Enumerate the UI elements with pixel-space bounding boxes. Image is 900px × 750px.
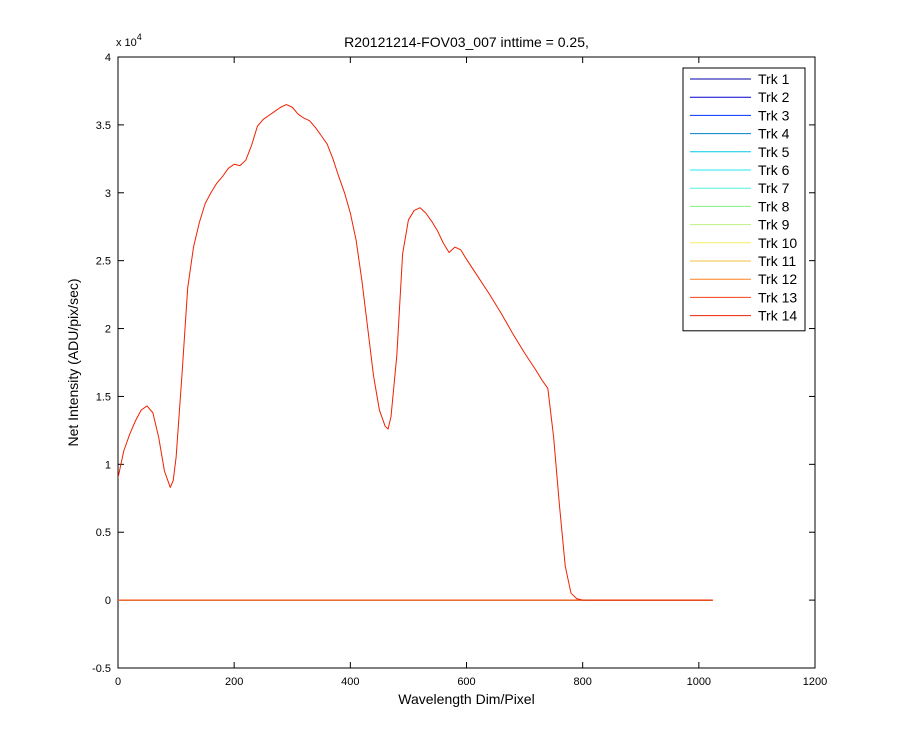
legend-label: Trk 2 bbox=[758, 89, 790, 105]
y-axis-multiplier: x 104 bbox=[116, 32, 142, 49]
legend-label: Trk 5 bbox=[758, 144, 790, 160]
y-tick-label: 3.5 bbox=[96, 120, 111, 132]
y-tick-label: 0.5 bbox=[96, 527, 111, 539]
x-axis-label: Wavelength Dim/Pixel bbox=[398, 691, 534, 707]
y-axis-multiplier-exponent: 4 bbox=[137, 32, 142, 42]
legend-label: Trk 12 bbox=[758, 271, 797, 287]
legend-label: Trk 11 bbox=[758, 253, 796, 269]
legend-label: Trk 13 bbox=[758, 289, 797, 305]
x-tick-label: 1200 bbox=[803, 676, 827, 688]
legend-label: Trk 9 bbox=[758, 217, 790, 233]
x-tick-label: 400 bbox=[341, 676, 359, 688]
y-tick-label: 2 bbox=[105, 324, 111, 336]
x-tick-label: 600 bbox=[457, 676, 475, 688]
x-tick-label: 800 bbox=[573, 676, 591, 688]
series-group bbox=[118, 104, 713, 601]
legend-box bbox=[682, 67, 806, 332]
legend-label: Trk 3 bbox=[758, 107, 790, 123]
legend-label: Trk 14 bbox=[758, 308, 797, 324]
chart-title: R20121214-FOV03_007 inttime = 0.25, bbox=[344, 34, 589, 50]
y-axis-label: Net Intensity (ADU/pix/sec) bbox=[65, 278, 81, 446]
legend-label: Trk 10 bbox=[758, 235, 797, 251]
legend: Trk 1 Trk 2 Trk 3 Trk 4 Trk 5 Trk 6 Trk 7 Trk 8… bbox=[682, 67, 806, 332]
y-tick-label: 1.5 bbox=[96, 391, 111, 403]
y-tick-label: 1 bbox=[105, 459, 111, 471]
legend-label: Trk 6 bbox=[758, 162, 790, 178]
x-tick-label: 1000 bbox=[687, 676, 711, 688]
x-tick-label: 0 bbox=[115, 676, 121, 688]
y-tick-label: -0.5 bbox=[92, 663, 111, 675]
y-tick-label: 0 bbox=[105, 595, 111, 607]
y-axis-multiplier-base: x 10 bbox=[116, 37, 137, 49]
y-tick-label: 2.5 bbox=[96, 256, 111, 268]
legend-label: Trk 4 bbox=[758, 126, 790, 142]
legend-label: Trk 1 bbox=[758, 71, 790, 87]
x-tick-label: 200 bbox=[225, 676, 243, 688]
series-line-trk-14 bbox=[118, 104, 713, 601]
y-tick-label: 3 bbox=[105, 188, 111, 200]
y-tick-label: 4 bbox=[105, 52, 111, 64]
legend-label: Trk 7 bbox=[758, 180, 790, 196]
legend-label: Trk 8 bbox=[758, 198, 790, 214]
